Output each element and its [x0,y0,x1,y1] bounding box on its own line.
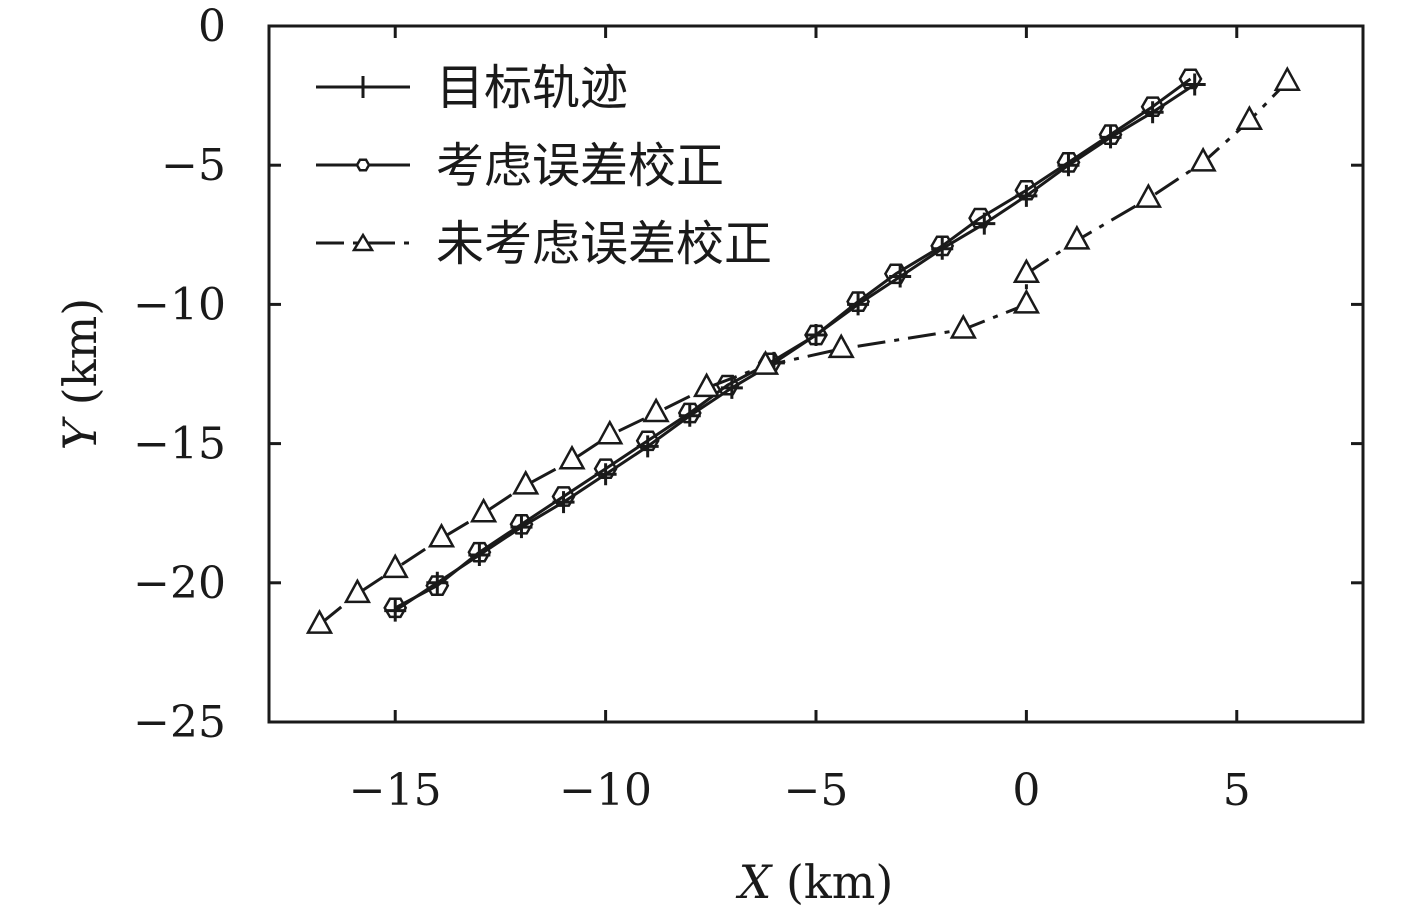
x-axis-unit: (km) [771,855,893,909]
data-point [1012,288,1041,314]
data-point [1014,179,1039,201]
x-tick-label: −15 [349,765,442,816]
legend-marker-corrected [355,158,371,172]
axis-ticks: −15 −10 −5 0 5 0 −5 −10 −15 −20 −25 [133,1,1363,816]
series-3 [305,66,1301,634]
data-point [635,430,660,452]
series-line [318,80,1289,626]
y-tick-label: −25 [133,697,226,748]
data-point [343,578,372,604]
legend-item-uncorrected: 未考虑误差校正 [316,216,772,272]
data-point [469,497,498,523]
y-tick-label: −20 [133,558,226,609]
legend: 目标轨迹 考虑误差校正 未考虑误差校正 [316,60,772,272]
data-point [1056,152,1081,173]
data-point [642,397,670,423]
x-tick-label: 0 [1012,765,1040,816]
data-point [1063,224,1091,250]
data-point [1178,68,1203,90]
data-point [1183,73,1206,96]
y-tick-label: −15 [133,419,226,470]
data-point [425,575,450,596]
data-point [1098,124,1123,145]
y-axis-title: Y (km) [53,298,107,450]
data-point [593,458,618,479]
data-point [883,263,908,285]
y-tick-label: −10 [133,279,226,330]
data-point [1012,258,1041,284]
x-axis-variable: X [736,855,774,909]
plot-frame [267,24,1365,724]
data-point [968,207,993,229]
data-point [383,597,408,619]
legend-marker-target [352,76,374,98]
data-point [512,469,540,495]
data-point [467,541,492,563]
data-point [1273,66,1301,91]
data-point [692,372,721,398]
data-point [427,522,456,548]
data-point [1189,146,1217,172]
legend-marker-uncorrected [351,232,375,252]
data-point [551,486,576,507]
data-point [558,444,586,470]
data-point [930,235,955,257]
data-point [305,608,334,634]
y-axis-variable: Y [53,415,107,450]
x-axis-title: X (km) [736,855,894,909]
chart-marks [305,66,1301,634]
data-point [827,333,855,359]
legend-label-uncorrected: 未考虑误差校正 [436,216,772,272]
data-point [596,419,624,445]
data-point [949,313,977,339]
y-tick-label: 0 [198,1,226,52]
y-tick-label: −5 [161,140,226,191]
x-tick-label: −10 [559,765,652,816]
data-point [751,349,780,375]
legend-label-corrected: 考虑误差校正 [436,138,724,194]
legend-label-target: 目标轨迹 [436,60,628,116]
y-axis-unit: (km) [53,298,107,420]
data-point [1134,182,1163,208]
data-point [846,291,871,312]
legend-item-target: 目标轨迹 [316,60,628,116]
data-point [381,553,409,579]
series-2 [383,68,1203,619]
data-point [1140,96,1165,118]
data-point [804,324,828,346]
data-point [677,402,702,424]
data-point [1235,105,1264,130]
data-point [509,513,534,535]
x-tick-label: −5 [784,765,849,816]
x-tick-label: 5 [1223,765,1251,816]
legend-item-corrected: 考虑误差校正 [316,138,724,194]
